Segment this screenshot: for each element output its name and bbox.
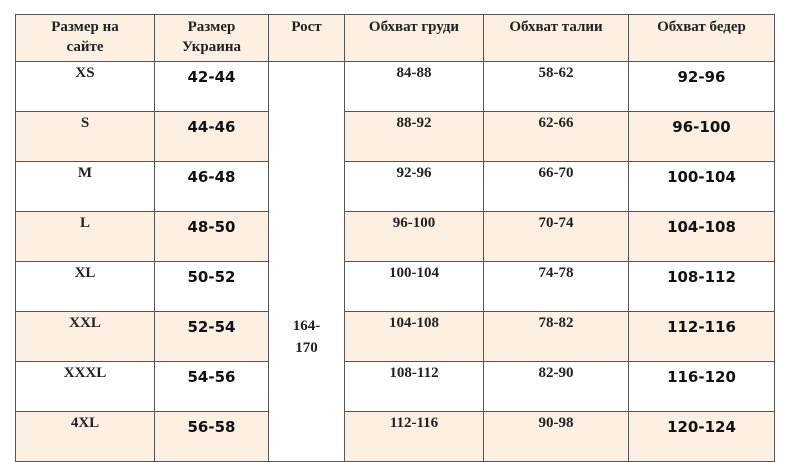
cell-chest: 92-96 xyxy=(344,161,484,212)
header-hips: Обхват бедер xyxy=(628,14,775,62)
cell-hips: 120-124 xyxy=(628,411,775,462)
cell-waist: 74-78 xyxy=(483,261,629,312)
cell-chest: 100-104 xyxy=(344,261,484,312)
cell-site-size: XXXL xyxy=(15,361,155,412)
cell-site-size: XL xyxy=(15,261,155,312)
cell-chest: 108-112 xyxy=(344,361,484,412)
header-waist: Обхват талии xyxy=(483,14,629,62)
cell-chest: 112-116 xyxy=(344,411,484,462)
cell-hips: 100-104 xyxy=(628,161,775,212)
cell-waist: 78-82 xyxy=(483,311,629,362)
cell-site-size: 4XL xyxy=(15,411,155,462)
cell-height: 164-170 xyxy=(268,61,345,462)
cell-ua-size: 48-50 xyxy=(154,211,269,262)
header-height: Рост xyxy=(268,14,345,62)
cell-waist: 90-98 xyxy=(483,411,629,462)
cell-hips: 92-96 xyxy=(628,61,775,112)
cell-site-size: XXL xyxy=(15,311,155,362)
header-site-size: Размер на сайте xyxy=(15,14,155,62)
cell-hips: 108-112 xyxy=(628,261,775,312)
cell-site-size: M xyxy=(15,161,155,212)
cell-waist: 66-70 xyxy=(483,161,629,212)
table-row: XXL 52-54 104-108 78-82 112-116 xyxy=(15,311,775,362)
cell-ua-size: 44-46 xyxy=(154,111,269,162)
header-ua-size: Размер Украина xyxy=(154,14,269,62)
cell-chest: 96-100 xyxy=(344,211,484,262)
table-row: XS 42-44 164-170 84-88 58-62 92-96 xyxy=(15,61,775,462)
size-chart-table: Размер на сайте Размер Украина Рост Обхв… xyxy=(15,14,775,462)
table-row: XXXL 54-56 108-112 82-90 116-120 xyxy=(15,361,775,412)
cell-waist: 70-74 xyxy=(483,211,629,262)
header-chest: Обхват груди xyxy=(344,14,484,62)
cell-hips: 96-100 xyxy=(628,111,775,162)
cell-waist: 58-62 xyxy=(483,61,629,112)
cell-site-size: XS xyxy=(15,61,155,112)
cell-chest: 88-92 xyxy=(344,111,484,162)
cell-ua-size: 42-44 xyxy=(154,61,269,112)
cell-chest: 104-108 xyxy=(344,311,484,362)
cell-hips: 104-108 xyxy=(628,211,775,262)
table-row: M 46-48 92-96 66-70 100-104 xyxy=(15,161,775,212)
cell-waist: 82-90 xyxy=(483,361,629,412)
cell-ua-size: 52-54 xyxy=(154,311,269,362)
cell-ua-size: 50-52 xyxy=(154,261,269,312)
table-row: S 44-46 88-92 62-66 96-100 xyxy=(15,111,775,162)
cell-site-size: L xyxy=(15,211,155,262)
table-row: 4XL 56-58 112-116 90-98 120-124 xyxy=(15,411,775,462)
header-row: Размер на сайте Размер Украина Рост Обхв… xyxy=(15,14,775,62)
cell-waist: 62-66 xyxy=(483,111,629,162)
cell-ua-size: 46-48 xyxy=(154,161,269,212)
table-row: XL 50-52 100-104 74-78 108-112 xyxy=(15,261,775,312)
cell-site-size: S xyxy=(15,111,155,162)
table-row: L 48-50 96-100 70-74 104-108 xyxy=(15,211,775,262)
cell-chest: 84-88 xyxy=(344,61,484,112)
cell-ua-size: 56-58 xyxy=(154,411,269,462)
cell-ua-size: 54-56 xyxy=(154,361,269,412)
cell-hips: 116-120 xyxy=(628,361,775,412)
cell-hips: 112-116 xyxy=(628,311,775,362)
